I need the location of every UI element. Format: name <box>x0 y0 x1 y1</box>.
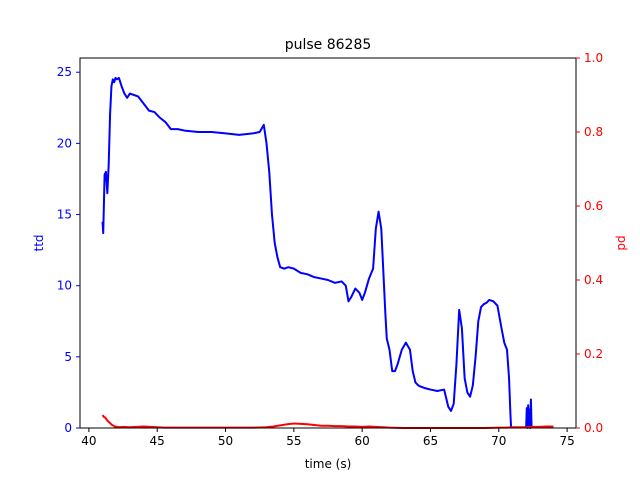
x-tick-label: 45 <box>150 434 165 448</box>
ttd-series-line-0 <box>101 76 513 429</box>
x-axis-ticks: 40 45 50 55 60 65 70 75 <box>81 428 575 448</box>
ttd-series-line-1 <box>525 398 533 429</box>
right-y-tick-label: 0.0 <box>584 421 603 435</box>
right-y-tick-label: 0.2 <box>584 347 603 361</box>
left-y-tick-label: 20 <box>57 136 72 150</box>
x-tick-label: 50 <box>218 434 233 448</box>
series-layer <box>101 76 554 429</box>
pd-series-line-2 <box>101 414 554 429</box>
left-y-tick-label: 15 <box>57 208 72 222</box>
right-y-tick-label: 1.0 <box>584 51 603 65</box>
left-y-tick-label: 25 <box>57 65 72 79</box>
chart-title: pulse 86285 <box>285 37 372 53</box>
left-y-tick-label: 5 <box>64 350 72 364</box>
right-y-tick-label: 0.6 <box>584 199 603 213</box>
right-y-tick-label: 0.4 <box>584 273 603 287</box>
x-axis-label: time (s) <box>305 457 352 471</box>
x-tick-label: 70 <box>491 434 506 448</box>
x-tick-label: 60 <box>355 434 370 448</box>
x-tick-label: 55 <box>286 434 301 448</box>
right-y-tick-label: 0.8 <box>584 125 603 139</box>
left-y-tick-label: 0 <box>64 421 72 435</box>
plot-frame <box>79 57 577 429</box>
right-y-axis-label: pd <box>614 235 628 250</box>
x-tick-label: 65 <box>423 434 438 448</box>
x-tick-label: 40 <box>81 434 96 448</box>
left-y-axis-label: ttd <box>32 234 46 251</box>
left-y-tick-label: 10 <box>57 279 72 293</box>
x-tick-label: 75 <box>559 434 574 448</box>
right-y-axis-ticks: 0.0 0.2 0.4 0.6 0.8 1.0 <box>576 51 603 435</box>
left-y-axis-ticks: 0 5 10 15 20 25 <box>57 65 80 435</box>
